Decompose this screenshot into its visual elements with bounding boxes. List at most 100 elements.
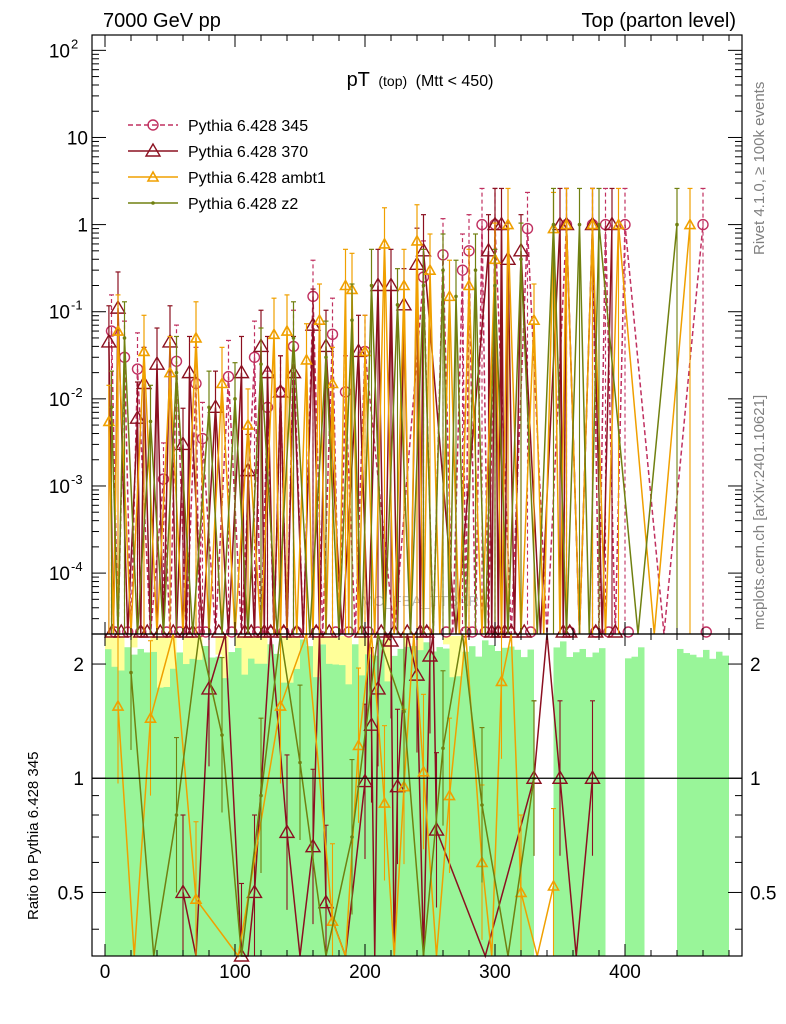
data-point	[675, 222, 679, 227]
ratio-band-yellow	[339, 636, 346, 666]
ratio-band-green	[144, 652, 151, 956]
ratio-band-yellow	[196, 636, 203, 660]
ratio-band-green	[703, 649, 710, 956]
ratio-band-yellow	[189, 636, 196, 659]
data-point	[215, 376, 229, 389]
ratio-point	[189, 892, 203, 904]
ratio-band-green	[313, 646, 320, 956]
ratio-band-yellow	[254, 636, 261, 664]
data-point	[300, 353, 313, 365]
ratio-band-green	[508, 646, 515, 956]
data-point	[358, 344, 372, 357]
ratio-point	[111, 699, 125, 711]
ratio-band-green	[677, 648, 684, 956]
ratio-y-tick-label: 2	[73, 655, 84, 676]
data-point	[207, 405, 211, 410]
ratio-point	[480, 803, 484, 807]
legend: Pythia 6.428 345 Pythia 6.428 370 Pythia 6…	[128, 118, 326, 213]
data-point	[519, 257, 523, 262]
data-point	[397, 278, 411, 291]
ratio-band-green	[254, 647, 261, 956]
data-point	[456, 264, 469, 276]
data-point	[473, 268, 478, 272]
ratio-band-green	[248, 651, 255, 956]
ratio-point	[443, 788, 456, 801]
data-point	[207, 398, 224, 413]
ratio-band-green	[170, 642, 177, 956]
data-point	[122, 336, 127, 340]
ratio-band-green	[638, 647, 645, 956]
header-right: Top (parton level)	[581, 10, 736, 32]
ratio-point	[584, 769, 601, 784]
data-point	[454, 294, 458, 299]
ratio-bands	[105, 636, 729, 956]
ratio-band-green	[300, 639, 307, 956]
y-tick-label: 1	[77, 216, 88, 237]
ratio-band-yellow	[118, 636, 125, 671]
ratio-band-yellow	[417, 636, 424, 651]
ratio-band-green	[228, 652, 235, 956]
ratio-band-green	[456, 645, 463, 956]
ratio-band-green	[319, 644, 326, 956]
legend-label: Pythia 6.428 345	[188, 118, 308, 135]
ratio-point	[441, 746, 445, 751]
data-point	[233, 397, 237, 401]
ratio-band-green	[183, 642, 190, 956]
ratio-point	[174, 884, 192, 899]
ratio-point	[174, 813, 179, 817]
ratio-point	[274, 699, 287, 711]
ratio-band-green	[579, 648, 586, 956]
data-point	[174, 370, 179, 375]
ratio-band-yellow	[105, 636, 112, 650]
ratio-point	[421, 647, 439, 662]
x-tick-label: 0	[100, 962, 111, 983]
ratio-band-green	[488, 645, 495, 956]
ratio-band-green	[371, 655, 378, 956]
ratio-band-yellow	[111, 636, 118, 667]
ratio-band-green	[131, 654, 138, 956]
ratio-band-green	[163, 641, 170, 956]
ratio-point	[402, 709, 406, 714]
data-point	[326, 376, 339, 389]
ratio-band-green	[215, 656, 222, 956]
ratio-band-green	[495, 651, 502, 956]
ratio-band-green	[625, 658, 632, 956]
ratio-band-green	[482, 640, 489, 956]
data-point	[382, 277, 400, 292]
data-point	[369, 283, 374, 288]
ratio-point	[352, 738, 365, 751]
data-point	[423, 263, 437, 275]
ratio-band-green	[124, 647, 131, 956]
ratio-point	[551, 769, 569, 784]
y-tick-label: 10	[49, 564, 70, 585]
data-point	[222, 370, 235, 383]
data-point	[476, 218, 488, 231]
ratio-band-yellow	[163, 636, 170, 688]
ratio-band-green	[293, 653, 300, 956]
ratio-band-yellow	[449, 636, 456, 678]
ratio-band-yellow	[157, 636, 164, 688]
ratio-band-yellow	[215, 636, 222, 655]
data-point	[100, 333, 118, 348]
ratio-band-yellow	[261, 636, 268, 664]
ratio-point	[200, 680, 218, 695]
data-point	[181, 364, 198, 379]
ratio-point	[417, 765, 430, 777]
ratio-point	[317, 894, 335, 909]
zero-bin-marker	[466, 626, 478, 638]
ratio-band-green	[716, 651, 723, 956]
zero-bin-marker	[622, 626, 634, 638]
ratio-band-green	[462, 651, 469, 956]
ratio-band-green	[560, 641, 567, 956]
data-point	[109, 405, 114, 410]
ratio-point	[298, 760, 302, 765]
ratio-band-green	[111, 643, 118, 956]
ratio-point	[144, 711, 157, 723]
ratio-point	[428, 821, 445, 836]
data-point	[105, 325, 118, 337]
ratio-band-green	[365, 652, 372, 956]
x-tick-label: 300	[479, 962, 511, 983]
data-point	[291, 336, 296, 340]
data-point	[619, 218, 631, 231]
